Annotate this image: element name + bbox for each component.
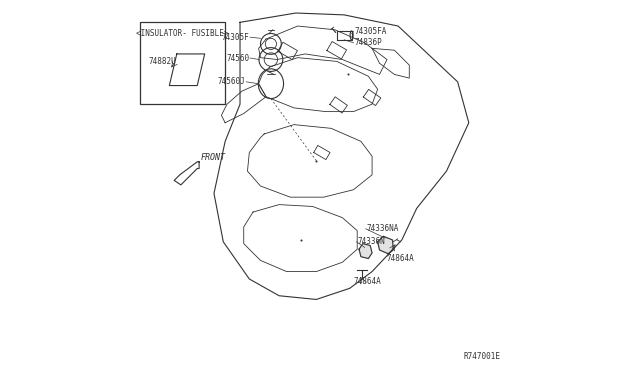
- Text: 74305F: 74305F: [221, 33, 250, 42]
- Text: <INSULATOR- FUSIBLE>: <INSULATOR- FUSIBLE>: [136, 29, 228, 38]
- Text: 74336N: 74336N: [357, 237, 385, 246]
- Text: 74336NA: 74336NA: [367, 224, 399, 233]
- Text: 74864A: 74864A: [387, 254, 415, 263]
- Text: 74836P: 74836P: [354, 38, 382, 47]
- Polygon shape: [359, 244, 372, 259]
- Polygon shape: [378, 236, 394, 254]
- Text: 74560: 74560: [226, 54, 250, 62]
- Text: 74305FA: 74305FA: [354, 27, 387, 36]
- Text: 74864A: 74864A: [353, 278, 381, 286]
- Text: 74560J: 74560J: [218, 77, 246, 86]
- Bar: [140, 22, 225, 104]
- Text: 74882U: 74882U: [149, 57, 177, 66]
- Text: R747001E: R747001E: [463, 352, 500, 361]
- Text: FRONT: FRONT: [201, 153, 226, 162]
